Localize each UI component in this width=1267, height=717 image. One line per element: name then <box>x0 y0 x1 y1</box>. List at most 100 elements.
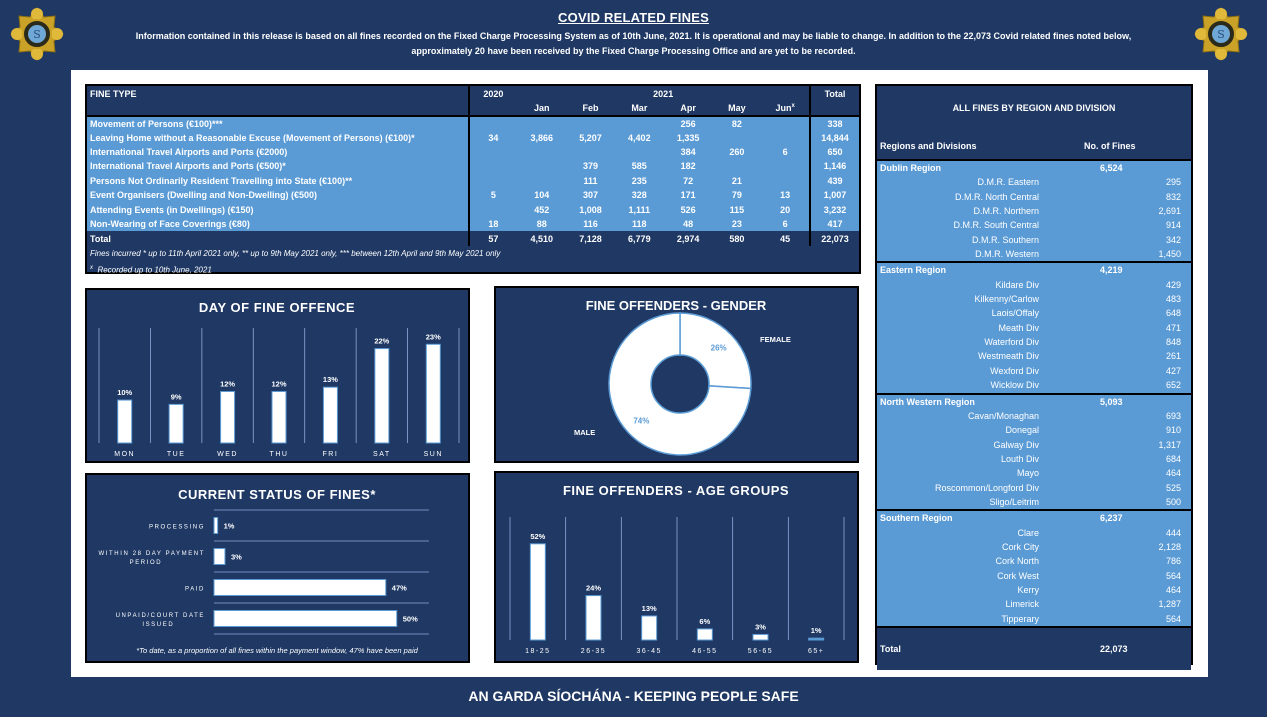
age-groups-panel: FINE OFFENDERS - AGE GROUPS 52% 18-25 24% 2… <box>494 471 859 663</box>
division-name: Limerick <box>1005 599 1039 610</box>
cell-y2020 <box>467 114 518 131</box>
cell-mar: 4,402 <box>614 130 664 145</box>
col-header-jun: Junx <box>761 101 811 116</box>
division-value: 464 <box>1165 468 1181 479</box>
day-of-offence-chart: DAY OF FINE OFFENCE 10% MON 9% TUE 12% WED 12%… <box>98 300 460 458</box>
cell-mar <box>614 144 664 160</box>
chart-footnote: *To date, as a proportion of all fines w… <box>136 646 418 655</box>
gender-chart: FINE OFFENDERS - GENDER 26% 74% FEMALE MALE <box>574 298 791 456</box>
cell-mar: 328 <box>614 187 664 203</box>
division-row: D.M.R. South Central 914 <box>877 218 1191 232</box>
division-row: Louth Div 684 <box>877 452 1191 466</box>
division-value: 1,450 <box>1158 249 1181 260</box>
category-label: 36-45 <box>636 648 661 655</box>
cell-jan <box>517 144 567 160</box>
table-row: Non-Wearing of Face Coverings (€80) 18 88 1… <box>87 216 859 232</box>
cell-y2020 <box>467 202 518 217</box>
division-value: 564 <box>1165 570 1181 581</box>
status-panel: CURRENT STATUS OF FINES* *To date, as a … <box>85 473 470 663</box>
footnote-2: x Recorded up to 10th June, 2021 <box>90 265 212 275</box>
division-value: 2,128 <box>1158 541 1181 552</box>
category-label: SUN <box>424 451 443 458</box>
cell-total: 650 <box>809 144 859 160</box>
data-label: 9% <box>171 392 182 401</box>
category-label: SAT <box>373 451 391 458</box>
division-name: Donegal <box>1005 425 1039 436</box>
division-value: 342 <box>1165 234 1181 245</box>
data-label: 12% <box>220 380 235 389</box>
subtitle-line-1: Information contained in this release is… <box>135 31 1132 41</box>
garda-crest-icon: S <box>10 7 64 61</box>
cell-feb: 307 <box>566 187 615 203</box>
table-row: Leaving Home without a Reasonable Excuse… <box>87 130 859 145</box>
division-row: Sligo/Leitrim 500 <box>877 495 1191 509</box>
bar-26-35 <box>585 595 602 641</box>
cell-may <box>712 159 762 174</box>
division-name: D.M.R. North Central <box>954 191 1039 202</box>
gender-panel: FINE OFFENDERS - GENDER 26% 74% FEMALE MALE <box>494 286 859 463</box>
region-name: Dublin Region <box>880 163 941 173</box>
data-label: 3% <box>755 622 766 631</box>
division-name: Cork City <box>1001 541 1039 552</box>
age-groups-chart: FINE OFFENDERS - AGE GROUPS 52% 18-25 24% 2… <box>509 483 845 655</box>
division-name: Cork West <box>997 570 1039 581</box>
division-name: Wexford Div <box>990 365 1039 376</box>
division-row: Kilkenny/Carlow 483 <box>877 292 1191 306</box>
svg-text:S: S <box>33 28 41 41</box>
cell-apr: 256 <box>663 114 713 131</box>
cell-apr: 384 <box>663 144 713 160</box>
cell-feb <box>566 144 615 160</box>
division-value: 295 <box>1165 177 1181 188</box>
division-row: D.M.R. Southern 342 <box>877 233 1191 247</box>
col-header-no-of-fines: No. of Fines <box>1084 141 1136 151</box>
data-label: 1% <box>224 522 235 531</box>
region-row: Southern Region 6,237 <box>877 511 1191 525</box>
division-name: Meath Div <box>998 322 1039 333</box>
cell-jan <box>517 173 567 188</box>
data-label: 13% <box>323 375 338 384</box>
cell-apr: 171 <box>663 187 713 203</box>
col-header-jan: Jan <box>517 101 567 116</box>
category-label: WED <box>217 451 238 458</box>
category-label: 46-55 <box>692 648 717 655</box>
category-label: ISSUED <box>142 622 174 628</box>
region-total-row: Total 22,073 <box>877 628 1191 670</box>
bar-mon <box>117 399 133 444</box>
division-name: Louth Div <box>1000 453 1039 464</box>
cell-apr: 526 <box>663 202 713 217</box>
cell-may: 260 <box>712 144 762 160</box>
slice-label: 74% <box>633 416 649 425</box>
cell-type: Attending Events (in Dwellings) (€150) <box>87 202 469 217</box>
cell-feb: 379 <box>566 159 615 174</box>
garda-crest-icon: S <box>1194 7 1248 61</box>
cell-apr: 1,335 <box>663 130 713 145</box>
slice-female <box>679 312 752 390</box>
cell-jan: 452 <box>517 202 567 217</box>
cell-mar: 1,111 <box>614 202 664 217</box>
category-label: UNPAID/COURT DATE <box>116 613 205 619</box>
division-value: 483 <box>1165 294 1181 305</box>
division-name: Cavan/Monaghan <box>967 410 1039 421</box>
division-name: Kerry <box>1017 584 1039 595</box>
cell-may: 79 <box>712 187 762 203</box>
category-label: 56-65 <box>748 648 773 655</box>
division-value: 684 <box>1165 453 1181 464</box>
col-header-2021: 2021 <box>517 86 811 101</box>
data-label: 47% <box>392 584 407 593</box>
bar-65+ <box>808 637 825 641</box>
cell-jun: 6 <box>761 216 811 232</box>
col-header-apr: Apr <box>663 101 713 116</box>
cell-total: 3,232 <box>809 202 859 217</box>
cell-type: Event Organisers (Dwelling and Non-Dwell… <box>87 187 469 203</box>
division-name: Wicklow Div <box>990 380 1040 391</box>
division-row: Donegal 910 <box>877 423 1191 437</box>
bar-sun <box>425 343 441 444</box>
division-row: Kildare Div 429 <box>877 278 1191 292</box>
division-value: 786 <box>1165 556 1181 567</box>
division-value: 429 <box>1165 279 1181 290</box>
cell-y2020 <box>467 173 518 188</box>
cell-type: International Travel Airports and Ports … <box>87 159 469 174</box>
cell-type: Movement of Persons (€100)*** <box>87 114 469 131</box>
category-label: PAID <box>185 587 205 593</box>
region-row: North Western Region 5,093 <box>877 395 1191 409</box>
